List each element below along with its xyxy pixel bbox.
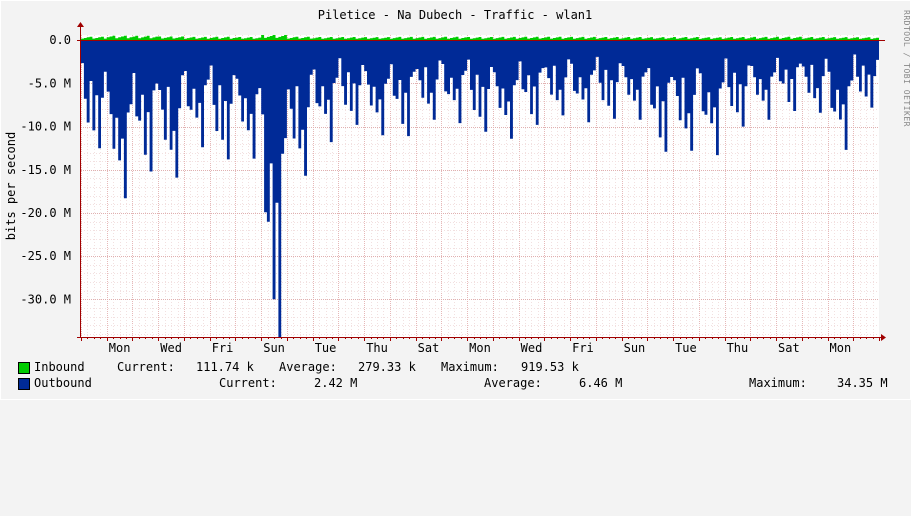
inbound-maximum-value: 919.53 k [521, 360, 579, 374]
outbound-current-label: Current: [219, 376, 277, 390]
outbound-series [81, 40, 879, 338]
x-tick-label: Sun [263, 341, 285, 355]
traffic-chart: Piletice - Na Dubech - Traffic - wlan1 R… [0, 0, 911, 400]
x-tick-label: Mon [109, 341, 131, 355]
y-tick-label: -25.0 M [20, 249, 71, 263]
chart-title: Piletice - Na Dubech - Traffic - wlan1 [318, 8, 593, 22]
x-tick-label: Mon [830, 341, 852, 355]
outbound-swatch [18, 378, 30, 390]
y-tick-label: -10.0 M [20, 120, 71, 134]
y-axis-arrow [77, 22, 84, 27]
inbound-average-value: 279.33 k [358, 360, 416, 374]
x-tick-label: Thu [366, 341, 388, 355]
inbound-series [81, 35, 879, 41]
x-tick-label: Tue [675, 341, 697, 355]
x-tick-label: Wed [160, 341, 182, 355]
x-tick-label: Wed [521, 341, 543, 355]
inbound-current-value: 111.74 k [196, 360, 254, 374]
rrdtool-watermark: RRDTOOL / TOBI OETIKER [902, 10, 911, 127]
y-tick-label: -15.0 M [20, 163, 71, 177]
outbound-name: Outbound [34, 376, 92, 390]
y-tick-labels: 0.0 -5.0 M -10.0 M -15.0 M -20.0 M -25.0 M -30… [20, 33, 71, 306]
axis-layer [77, 22, 886, 341]
outbound-area [81, 40, 879, 338]
x-tick-label: Sat [778, 341, 800, 355]
x-tick-label: Sun [624, 341, 646, 355]
x-tick-labels: Mon Wed Fri Sun Tue Thu Sat Mon Wed Fri Sun Tue Thu S… [109, 341, 851, 355]
inbound-swatch [18, 362, 30, 374]
inbound-area [81, 35, 879, 41]
y-tick-label: -20.0 M [20, 206, 71, 220]
outbound-average-value: 6.46 M [579, 376, 623, 390]
inbound-current-label: Current: [117, 360, 175, 374]
x-tick-label: Fri [212, 341, 234, 355]
outbound-current-value: 2.42 M [314, 376, 358, 390]
x-tick-label: Tue [315, 341, 337, 355]
outbound-maximum-value: 34.35 M [837, 376, 888, 390]
outbound-average-label: Average: [484, 376, 542, 390]
x-tick-label: Mon [469, 341, 491, 355]
inbound-average-label: Average: [279, 360, 337, 374]
y-tick-label: -5.0 M [28, 76, 71, 90]
inbound-name: Inbound [34, 360, 85, 374]
legend-row-inbound: Inbound Current: 111.74 k Average: 279.3… [0, 360, 911, 376]
legend: Inbound Current: 111.74 k Average: 279.3… [0, 360, 911, 400]
x-axis-arrow [881, 334, 886, 341]
x-tick-label: Fri [572, 341, 594, 355]
legend-row-outbound: Outbound Current: 2.42 M Average: 6.46 M… [0, 376, 911, 392]
y-axis-label: bits per second [4, 132, 18, 240]
y-tick-label: 0.0 [49, 33, 71, 47]
outbound-maximum-label: Maximum: [749, 376, 807, 390]
x-tick-label: Thu [727, 341, 749, 355]
x-tick-label: Sat [418, 341, 440, 355]
y-tick-label: -30.0 M [20, 292, 71, 306]
inbound-maximum-label: Maximum: [441, 360, 499, 374]
